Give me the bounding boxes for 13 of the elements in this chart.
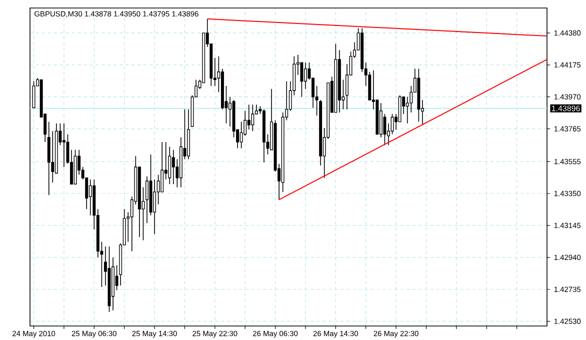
candlestick xyxy=(390,114,394,135)
candlestick xyxy=(146,176,148,224)
candlestick xyxy=(153,179,156,234)
candlestick xyxy=(251,104,254,132)
candlestick xyxy=(88,179,92,216)
candlestick xyxy=(168,146,172,185)
candlestick xyxy=(304,62,307,90)
candlestick xyxy=(383,114,386,146)
candlestick xyxy=(379,102,382,138)
candlestick xyxy=(32,80,36,108)
candlestick xyxy=(160,142,164,192)
candlestick xyxy=(62,122,66,168)
candlestick xyxy=(172,149,175,185)
